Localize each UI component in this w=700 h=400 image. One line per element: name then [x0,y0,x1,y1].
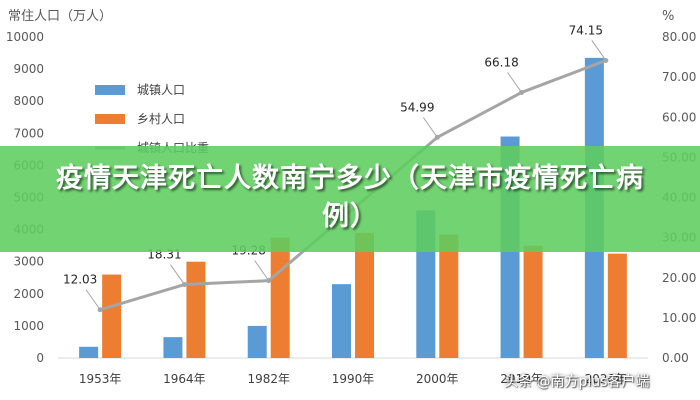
x-tick-label: 1964年 [163,372,206,386]
legend-swatch-rural [95,114,125,124]
y-tick-label: 9000 [13,62,44,76]
data-label-leader [85,289,101,311]
bar-rural [607,253,627,358]
data-label: 66.18 [484,55,518,69]
bar-rural [270,237,290,358]
data-label: 54.99 [400,100,434,114]
headline-text: 疫情天津死亡人数南宁多少（天津市疫情死亡病例） [56,163,644,232]
y-tick-label: 10000 [6,30,44,44]
y2-tick-label: 10.00 [662,311,696,325]
x-tick-label: 2010年 [500,372,543,386]
bar-urban [79,346,99,358]
bar-rural [523,245,543,358]
y2-tick-label: 0.00 [662,351,689,365]
data-label-leader [591,40,607,61]
y-axis-title: 常住人口（万人） [8,9,112,24]
bar-rural [186,261,206,358]
bar-rural [355,232,374,358]
bar-urban [332,284,351,358]
y2-axis-title: % [662,9,674,24]
y-tick-label: 0 [36,351,44,365]
bar-urban [247,325,267,358]
bar-rural [439,234,459,358]
data-label: 12.03 [63,273,97,287]
y2-tick-label: 20.00 [662,271,696,285]
y2-tick-label: 60.00 [662,110,696,124]
legend-label: 城镇人口 [137,83,185,97]
data-label-leader [422,117,438,138]
y-tick-label: 8000 [13,94,44,108]
data-label-leader [254,260,270,281]
y-tick-label: 3000 [13,255,44,269]
bar-urban [163,337,183,358]
y-tick-label: 7000 [13,126,44,140]
x-tick-label: 1990年 [332,372,375,386]
watermark-text: 头条 @南方plus客户端 [504,374,650,390]
y2-tick-label: 80.00 [662,30,696,44]
y-tick-label: 1000 [13,319,44,333]
x-tick-label: 2000年 [416,372,459,386]
x-tick-label: 1953年 [79,372,122,386]
y2-tick-label: 70.00 [662,70,696,84]
data-label-leader [170,264,185,285]
headline-banner [0,146,700,252]
data-label-leader [507,72,522,93]
legend-label: 乡村人口 [137,112,185,126]
data-label: 74.15 [569,23,603,37]
y-tick-label: 2000 [13,287,44,301]
x-tick-label: 1982年 [247,372,290,386]
bar-rural [102,274,122,358]
legend-swatch-urban [95,85,125,95]
x-tick-label: 2020年 [585,372,628,386]
